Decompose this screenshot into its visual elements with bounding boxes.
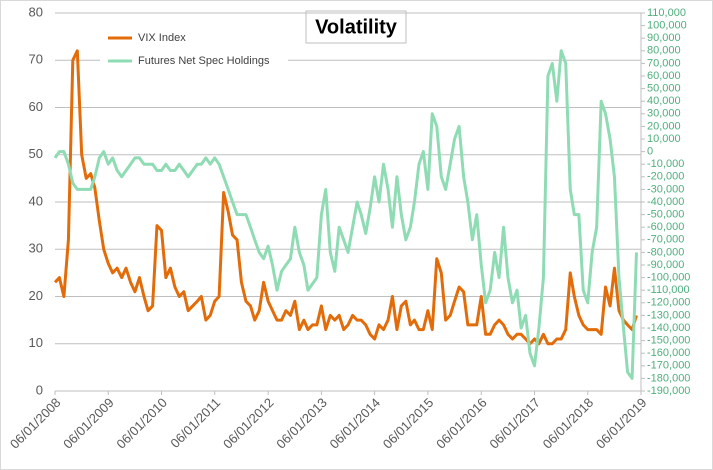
y2-tick-label: 30,000 bbox=[647, 108, 681, 120]
y2-tick-label: -20,000 bbox=[647, 171, 684, 183]
y-tick-label: 50 bbox=[29, 146, 43, 161]
y2-tick-label: -10,000 bbox=[647, 158, 684, 170]
legend-label: Futures Net Spec Holdings bbox=[138, 55, 270, 67]
y2-tick-label: -160,000 bbox=[647, 347, 690, 359]
y-tick-label: 60 bbox=[29, 99, 43, 114]
y2-tick-label: -110,000 bbox=[647, 284, 690, 296]
y2-tick-label: 90,000 bbox=[647, 32, 681, 44]
y2-tick-label: 10,000 bbox=[647, 133, 681, 145]
y2-tick-label: 70,000 bbox=[647, 57, 681, 69]
y2-tick-label: 110,000 bbox=[647, 7, 686, 19]
y2-tick-label: 100,000 bbox=[647, 20, 687, 32]
y2-tick-label: -130,000 bbox=[647, 309, 690, 321]
y2-tick-label: -70,000 bbox=[647, 234, 684, 246]
y2-tick-label: 60,000 bbox=[647, 70, 681, 82]
y2-tick-label: -150,000 bbox=[647, 335, 690, 347]
y2-tick-label: -140,000 bbox=[647, 322, 690, 334]
y2-tick-label: -80,000 bbox=[647, 246, 684, 258]
y2-tick-label: -120,000 bbox=[647, 297, 690, 309]
y2-tick-label: -60,000 bbox=[647, 221, 684, 233]
y-tick-label: 80 bbox=[29, 4, 43, 19]
y-tick-label: 40 bbox=[29, 193, 43, 208]
series-line bbox=[53, 49, 638, 380]
y2-tick-label: 40,000 bbox=[647, 95, 681, 107]
y-tick-label: 0 bbox=[36, 382, 43, 397]
legend-box bbox=[100, 25, 288, 75]
y2-tick-label: 0 bbox=[647, 146, 653, 158]
y2-tick-label: -40,000 bbox=[647, 196, 684, 208]
y-tick-label: 10 bbox=[29, 335, 43, 350]
legend-label: VIX Index bbox=[138, 32, 186, 44]
chart-title: Volatility bbox=[315, 16, 398, 38]
y2-tick-label: -90,000 bbox=[647, 259, 684, 271]
title-box bbox=[305, 10, 407, 44]
y2-tick-label: -190,000 bbox=[647, 385, 690, 397]
y2-tick-label: -170,000 bbox=[647, 360, 690, 372]
y2-tick-label: -30,000 bbox=[647, 183, 684, 195]
y-tick-label: 70 bbox=[29, 52, 43, 67]
y2-tick-label: 80,000 bbox=[647, 45, 681, 57]
y2-tick-label: 20,000 bbox=[647, 120, 681, 132]
y2-tick-label: -50,000 bbox=[647, 209, 684, 221]
y2-tick-label: 50,000 bbox=[647, 83, 681, 95]
series-line bbox=[53, 49, 638, 346]
y-tick-label: 20 bbox=[29, 288, 43, 303]
y2-tick-label: -180,000 bbox=[647, 372, 690, 384]
y2-tick-label: -100,000 bbox=[647, 272, 690, 284]
y-tick-label: 30 bbox=[29, 241, 43, 256]
